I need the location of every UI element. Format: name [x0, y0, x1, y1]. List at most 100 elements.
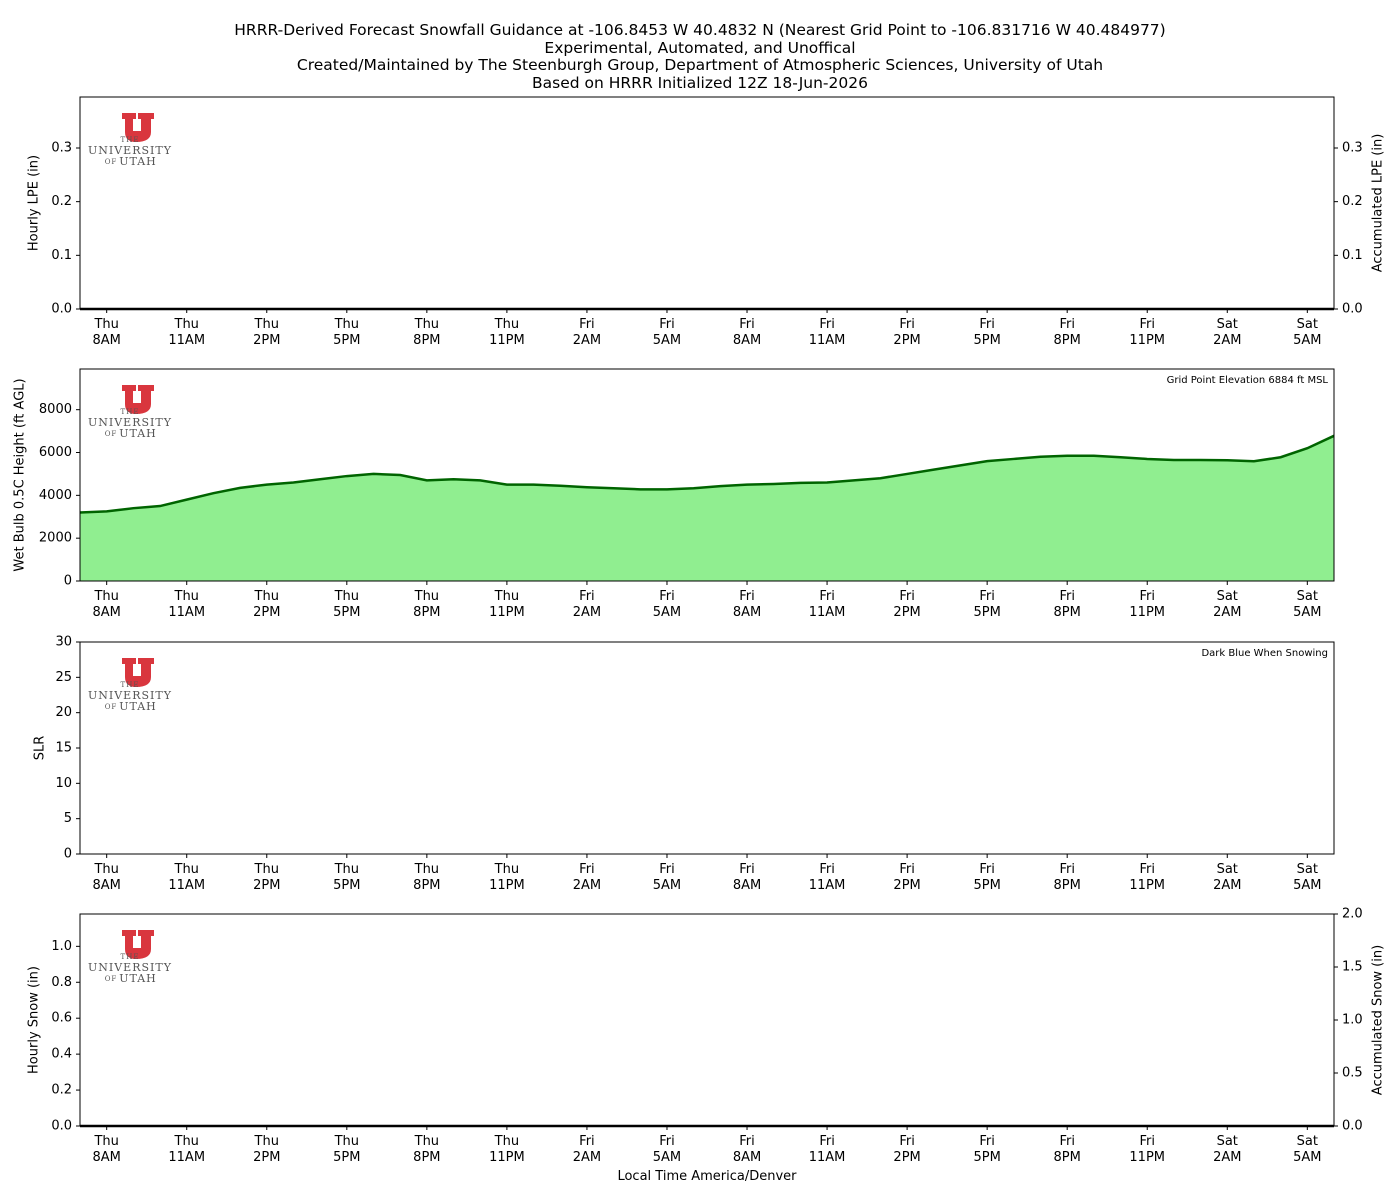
x-tick-label: Fri 5AM — [652, 589, 682, 620]
x-tick-label: Fri 2AM — [572, 317, 602, 348]
y-axis-label: Hourly Snow (in) — [27, 966, 42, 1074]
area — [80, 435, 1334, 581]
x-tick-label: Fri 2AM — [572, 1134, 602, 1165]
x-tick-label: Thu 11PM — [489, 317, 525, 348]
x-tick-label: Fri 5PM — [973, 317, 1001, 348]
x-tick-label: Fri 8PM — [1053, 862, 1081, 893]
y-tick-label: 0.2 — [51, 194, 72, 209]
x-tick-label: Thu 5PM — [333, 589, 361, 620]
logo-text: UNIVERSITY — [88, 689, 172, 702]
x-tick-label: Thu 8PM — [413, 1134, 441, 1165]
y-axis-label: Hourly LPE (in) — [27, 155, 42, 251]
x-tick-label: Fri 8AM — [732, 1134, 762, 1165]
logo-text: UTAH — [119, 155, 157, 168]
y-tick-label: 0.1 — [51, 248, 72, 263]
panel: 0.0 0.1 0.2 0.3 0.0 0.1 0.2 0.3 Hourly LPE (in) A… — [27, 96, 1386, 317]
x-tick-label: Thu 8AM — [92, 589, 121, 620]
x-tick-label: Fri 11PM — [1129, 862, 1166, 893]
x-tick-label: Thu 5PM — [333, 317, 361, 348]
panel: 0 5 10 15 20 25 30 SLR Dark Blue When Snowing THE… — [33, 635, 1335, 862]
y-tick-label: 0.3 — [51, 140, 72, 155]
x-tick-label: Fri 8AM — [732, 589, 762, 620]
logo-text: THE — [121, 681, 140, 689]
y-tick-label: 4000 — [39, 488, 72, 503]
x-tick-label: Fri 8AM — [732, 862, 762, 893]
x-tick-label: Thu 11AM — [168, 862, 206, 893]
x-tick-label: Fri 11AM — [808, 1134, 846, 1165]
logo-text: UTAH — [119, 972, 157, 985]
logo-text: OF — [105, 158, 118, 166]
logo-u — [122, 385, 154, 414]
axes-frame — [79, 368, 1335, 582]
logo-text: THE — [121, 136, 140, 144]
y-tick-label: 6000 — [39, 445, 72, 460]
title-line: Based on HRRR Initialized 12Z 18-Jun-202… — [532, 73, 868, 92]
y-tick-label: 0.0 — [51, 1119, 72, 1134]
logo-text: OF — [105, 703, 118, 711]
y-axis-label: Wet Bulb 0.5C Height (ft AGL) — [13, 378, 28, 571]
annotation: Grid Point Elevation 6884 ft MSL — [1167, 375, 1329, 386]
x-tick-label: Thu 8AM — [92, 1134, 121, 1165]
logo-text: UNIVERSITY — [88, 144, 172, 157]
y-tick-label: 25 — [55, 670, 72, 685]
x-tick-label: Fri 11PM — [1129, 589, 1166, 620]
x-tick-label: Sat 2AM — [1213, 317, 1242, 348]
logo-text: OF — [105, 430, 118, 438]
x-tick-label: Sat 5AM — [1293, 862, 1322, 893]
x-tick-label: Thu 8AM — [92, 862, 121, 893]
y-tick-label: 15 — [55, 741, 72, 756]
x-tick-label: Thu 11PM — [489, 589, 525, 620]
logo-text: UNIVERSITY — [88, 416, 172, 429]
x-tick-label: Sat 2AM — [1213, 589, 1242, 620]
y-tick-label: 30 — [55, 635, 72, 650]
x-tick-label: Sat 2AM — [1213, 1134, 1242, 1165]
y2-tick-label: 1.0 — [1342, 1013, 1363, 1028]
axes-frame — [79, 913, 1335, 1127]
x-tick-label: Thu 8PM — [413, 589, 441, 620]
x-tick-label: Fri 11PM — [1129, 1134, 1166, 1165]
logo-text: THE — [121, 953, 140, 961]
y-tick-label: 10 — [55, 776, 72, 791]
y2-tick-label: 0.0 — [1342, 1119, 1363, 1134]
x-tick-label: Fri 5AM — [652, 1134, 682, 1165]
x-tick-label: Thu 11PM — [489, 862, 525, 893]
x-tick-label: Thu 8AM — [92, 317, 121, 348]
x-tick-label: Fri 2PM — [893, 1134, 921, 1165]
x-tick-label: Thu 11AM — [168, 317, 206, 348]
y2-tick-label: 0.5 — [1342, 1066, 1363, 1081]
x-tick-label: Fri 8AM — [732, 317, 762, 348]
y2-axis-label: Accumulated Snow (in) — [1371, 945, 1386, 1095]
x-tick-label: Sat 5AM — [1293, 317, 1322, 348]
x-tick-label: Thu 2PM — [253, 862, 281, 893]
x-tick-label: Sat 2AM — [1213, 862, 1242, 893]
x-tick-label: Fri 2AM — [572, 862, 602, 893]
x-tick-label: Sat 5AM — [1293, 1134, 1322, 1165]
x-tick-label: Fri 5PM — [973, 589, 1001, 620]
logo-u — [122, 113, 154, 142]
y2-tick-label: 0.0 — [1342, 302, 1363, 317]
logo-u — [122, 930, 154, 959]
axes-frame — [79, 96, 1335, 310]
x-tick-label: Fri 11AM — [808, 317, 846, 348]
y-tick-label: 5 — [64, 811, 72, 826]
y2-axis-label: Accumulated LPE (in) — [1371, 134, 1386, 273]
x-tick-label: Fri 11AM — [808, 589, 846, 620]
y2-tick-label: 0.1 — [1342, 248, 1363, 263]
x-tick-label: Thu 11PM — [489, 1134, 525, 1165]
x-axis-label: Local Time America/Denver — [617, 1169, 797, 1184]
y-tick-label: 0 — [64, 574, 72, 589]
y2-tick-label: 1.5 — [1342, 960, 1363, 975]
y-tick-label: 0.2 — [51, 1083, 72, 1098]
x-tick-label: Fri 2AM — [572, 589, 602, 620]
x-tick-label: Sat 5AM — [1293, 589, 1322, 620]
x-tick-label: Fri 2PM — [893, 317, 921, 348]
logo-text: THE — [121, 408, 140, 416]
y-tick-label: 2000 — [39, 531, 72, 546]
x-tick-label: Fri 11AM — [808, 862, 846, 893]
x-tick-label: Fri 5AM — [652, 862, 682, 893]
x-tick-label: Thu 8PM — [413, 862, 441, 893]
y-tick-label: 0.0 — [51, 302, 72, 317]
